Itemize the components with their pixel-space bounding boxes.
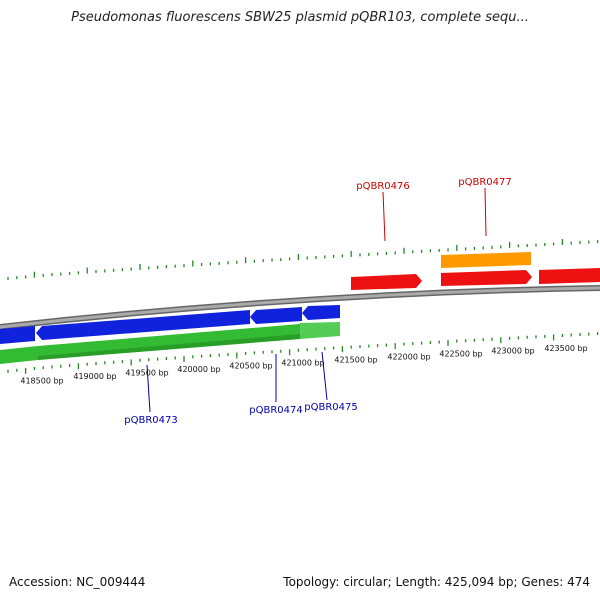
gene-block-red-2[interactable] <box>441 270 532 286</box>
scale-label: 418500 bp <box>20 376 63 385</box>
leader-line-pqbr0477 <box>484 187 487 237</box>
cds-block-green-1[interactable] <box>0 346 38 364</box>
map-title: Pseudomonas fluorescens SBW25 plasmid pQ… <box>71 10 529 25</box>
reverse-cds-green <box>0 322 340 364</box>
scale-label: 423500 bp <box>544 344 587 353</box>
scale-label: 420000 bp <box>177 365 220 374</box>
leader-line-pqbr0476 <box>382 191 386 242</box>
forward-genes <box>351 252 600 290</box>
leader-line-pqbr0475 <box>321 351 328 401</box>
gene-block-blue-1[interactable] <box>0 326 35 344</box>
lower-tick-track <box>7 332 599 374</box>
scale-label: 422000 bp <box>387 352 430 361</box>
scale-label: 423000 bp <box>491 347 534 356</box>
gene-label-pqbr0473[interactable]: pQBR0473 <box>124 415 177 426</box>
gene-block-blue-4[interactable] <box>302 305 340 320</box>
cds-block-green-3[interactable] <box>300 322 340 339</box>
scale-label: 421500 bp <box>334 355 377 364</box>
gene-pqbr0477[interactable] <box>441 252 531 268</box>
gene-label-pqbr0477[interactable]: pQBR0477 <box>458 177 511 188</box>
gene-block-blue-2[interactable] <box>36 310 250 340</box>
scale-label: 419000 bp <box>73 372 116 381</box>
gene-labels: pQBR0476 pQBR0477 pQBR0473 pQBR0474 pQBR… <box>124 177 511 426</box>
scale-labels: 418500 bp 419000 bp 419500 bp 420000 bp 4205… <box>20 344 587 386</box>
cds-shadow <box>38 334 300 360</box>
accession-label: Accession: NC_009444 <box>9 575 146 589</box>
gene-label-pqbr0476[interactable]: pQBR0476 <box>356 181 409 192</box>
reverse-genes-blue <box>0 305 340 344</box>
topology-summary: Topology: circular; Length: 425,094 bp; … <box>283 575 590 589</box>
gene-label-pqbr0474[interactable]: pQBR0474 <box>249 405 302 416</box>
scale-label: 421000 bp <box>281 358 324 367</box>
gene-label-pqbr0475[interactable]: pQBR0475 <box>304 402 357 413</box>
leader-line-pqbr0473 <box>146 364 151 413</box>
scale-label: 422500 bp <box>439 349 482 358</box>
upper-tick-track <box>7 239 599 280</box>
gene-block-blue-3[interactable] <box>250 307 302 324</box>
scale-label: 420500 bp <box>229 362 272 371</box>
gene-block-red-3[interactable] <box>539 268 600 284</box>
backbone <box>0 286 600 329</box>
gene-pqbr0476[interactable] <box>351 274 422 290</box>
